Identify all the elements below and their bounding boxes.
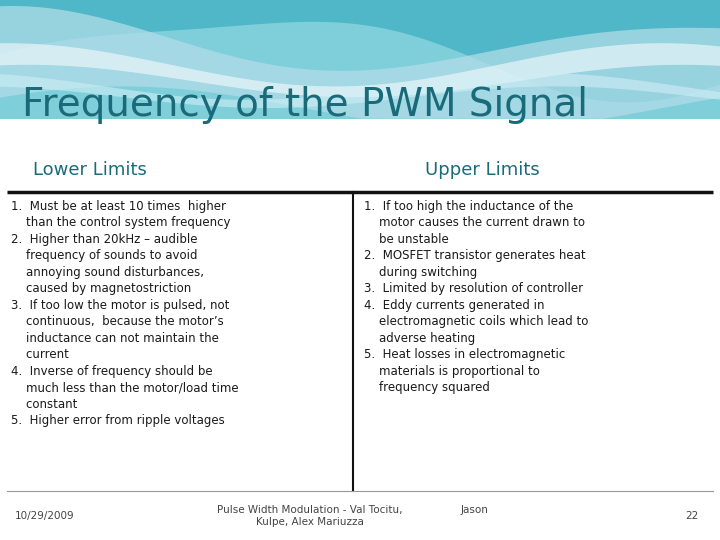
Text: Pulse Width Modulation - Val Tocitu,
Kulpe, Alex Mariuzza: Pulse Width Modulation - Val Tocitu, Kul… [217,504,402,527]
Text: 22: 22 [685,511,698,521]
Polygon shape [0,43,720,97]
Text: Frequency of the PWM Signal: Frequency of the PWM Signal [22,86,588,124]
Text: 1.  If too high the inductance of the
    motor causes the current drawn to
    : 1. If too high the inductance of the mot… [364,200,588,394]
Text: Jason: Jason [461,505,489,515]
Text: Lower Limits: Lower Limits [33,161,147,179]
Text: Upper Limits: Upper Limits [425,161,540,179]
Text: 1.  Must be at least 10 times  higher
    than the control system frequency
2.  : 1. Must be at least 10 times higher than… [11,200,238,427]
Polygon shape [0,6,720,119]
Text: 10/29/2009: 10/29/2009 [14,511,74,521]
Bar [0,119,720,540]
Polygon shape [0,73,720,108]
Bar [0,0,720,119]
Polygon shape [0,0,720,103]
